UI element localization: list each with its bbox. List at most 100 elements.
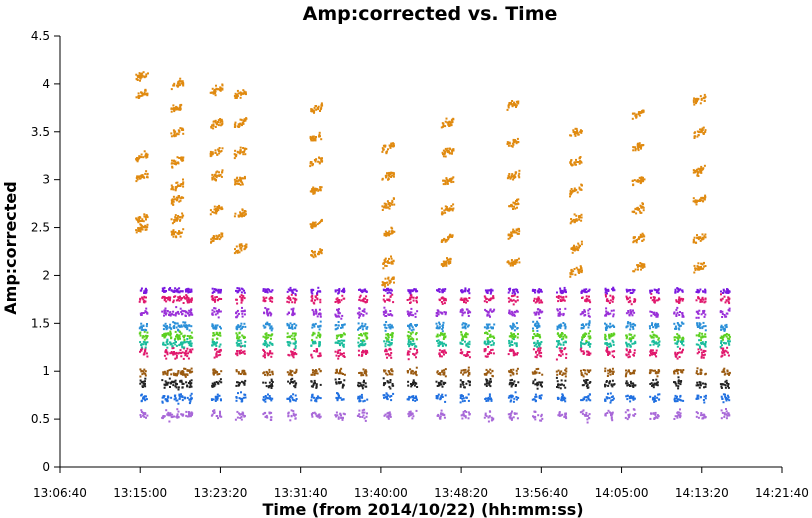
data-point xyxy=(414,371,417,374)
data-point xyxy=(561,332,563,334)
data-point xyxy=(650,369,653,372)
data-point xyxy=(315,383,318,386)
data-point xyxy=(534,418,537,421)
data-point xyxy=(338,342,341,345)
data-point xyxy=(721,349,724,351)
data-point xyxy=(216,397,219,400)
data-point xyxy=(167,333,170,336)
data-point xyxy=(144,310,147,313)
data-point xyxy=(178,200,181,203)
data-point xyxy=(652,296,655,299)
data-point xyxy=(701,353,704,356)
data-point xyxy=(559,313,562,316)
data-point xyxy=(184,310,187,313)
data-point xyxy=(408,291,411,294)
data-point xyxy=(175,199,178,202)
data-point xyxy=(163,334,166,337)
data-point xyxy=(363,308,366,311)
data-point xyxy=(177,185,180,187)
data-point xyxy=(243,211,246,214)
data-point xyxy=(444,299,447,302)
data-point xyxy=(727,298,730,301)
data-point xyxy=(652,351,654,354)
data-point xyxy=(139,379,142,382)
data-point xyxy=(536,297,539,300)
data-point xyxy=(386,395,389,398)
data-point xyxy=(443,369,446,372)
data-point xyxy=(611,339,614,342)
data-point xyxy=(161,417,164,420)
data-point xyxy=(188,344,191,347)
data-point xyxy=(704,325,707,328)
data-point xyxy=(237,412,240,415)
data-point xyxy=(605,291,608,294)
data-point xyxy=(655,299,658,302)
data-point xyxy=(627,343,630,346)
data-point xyxy=(313,332,316,335)
data-point xyxy=(579,313,582,316)
data-point xyxy=(182,228,185,231)
data-point xyxy=(291,332,294,335)
data-point xyxy=(509,379,512,382)
data-point xyxy=(697,394,700,397)
data-point xyxy=(163,290,165,293)
data-point xyxy=(724,393,726,396)
data-point xyxy=(240,301,243,304)
data-point xyxy=(680,351,683,354)
data-point xyxy=(171,222,174,225)
data-point xyxy=(485,400,488,402)
data-point xyxy=(209,213,212,216)
data-point xyxy=(177,388,180,391)
data-point xyxy=(484,308,487,311)
data-point xyxy=(699,327,702,330)
data-point xyxy=(531,289,534,292)
data-point xyxy=(658,370,661,373)
data-point xyxy=(181,346,184,349)
data-point xyxy=(211,173,214,176)
data-point xyxy=(214,313,217,316)
data-point xyxy=(582,334,585,337)
data-point xyxy=(337,301,340,304)
data-point xyxy=(726,372,729,375)
data-point xyxy=(186,340,189,343)
data-point xyxy=(176,322,179,325)
data-point xyxy=(289,289,292,292)
data-point xyxy=(314,299,316,302)
data-point xyxy=(176,108,179,111)
data-point xyxy=(725,326,728,329)
data-point xyxy=(336,308,338,311)
data-point xyxy=(237,392,239,395)
data-point xyxy=(172,342,175,345)
data-point xyxy=(383,340,386,343)
data-point xyxy=(727,396,730,399)
data-point xyxy=(441,302,444,305)
data-point xyxy=(181,215,184,218)
data-point xyxy=(182,178,184,181)
data-point xyxy=(213,326,216,329)
data-point xyxy=(695,384,698,387)
data-point xyxy=(486,337,489,339)
data-point xyxy=(234,92,237,95)
data-point xyxy=(263,353,266,356)
data-point xyxy=(611,300,614,303)
data-point xyxy=(139,230,142,233)
data-point xyxy=(585,295,588,298)
data-point xyxy=(146,323,148,325)
data-point xyxy=(562,314,565,317)
data-point xyxy=(317,325,320,328)
data-point xyxy=(311,385,314,388)
data-point xyxy=(612,296,615,299)
data-point xyxy=(143,93,145,96)
data-point xyxy=(583,288,586,291)
data-point xyxy=(679,412,682,415)
data-point xyxy=(610,309,613,312)
data-point xyxy=(696,381,699,384)
data-point xyxy=(188,343,191,345)
data-point xyxy=(625,395,628,398)
data-point xyxy=(187,382,190,384)
data-point xyxy=(703,335,706,338)
data-point xyxy=(515,309,518,312)
data-point xyxy=(626,382,629,385)
data-point xyxy=(585,385,588,388)
data-point xyxy=(310,288,313,291)
